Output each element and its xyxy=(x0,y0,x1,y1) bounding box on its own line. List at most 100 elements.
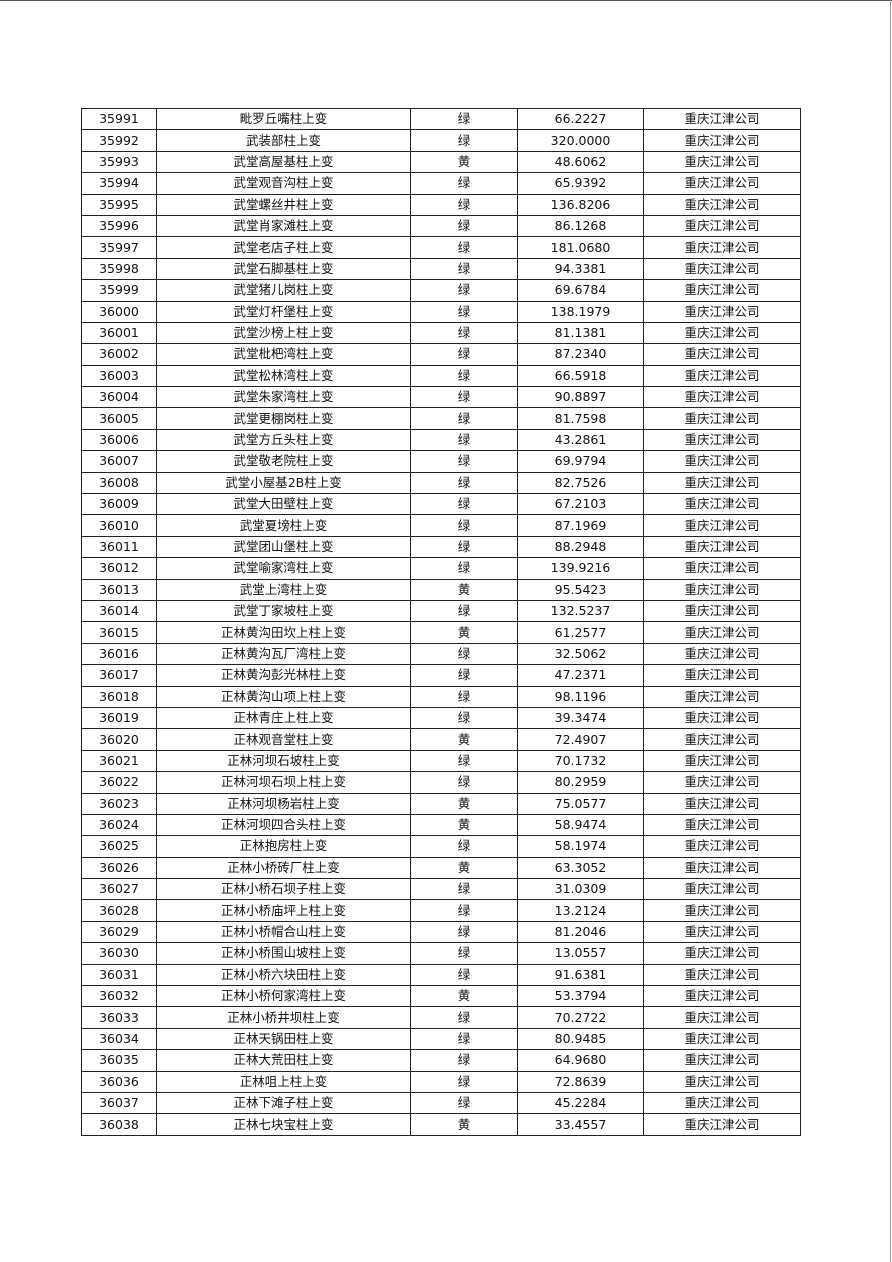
company-cell: 重庆江津公司 xyxy=(643,963,801,987)
row-id-cell: 36029 xyxy=(81,920,157,944)
company-cell: 重庆江津公司 xyxy=(643,172,801,195)
table-row: 36001 武堂沙榜上柱上变绿 81.1381 重庆江津公司 xyxy=(81,321,801,345)
status-color-cell: 绿 xyxy=(410,1091,518,1115)
table-row: 36007 武堂敬老院柱上变绿 69.9794 重庆江津公司 xyxy=(81,450,801,473)
value-cell: 181.0680 xyxy=(517,236,644,259)
value-cell: 69.6784 xyxy=(517,279,644,302)
company-cell: 重庆江津公司 xyxy=(643,1070,801,1093)
company-cell: 重庆江津公司 xyxy=(643,878,801,901)
status-color-cell: 黄 xyxy=(410,621,518,644)
company-cell: 重庆江津公司 xyxy=(643,813,801,837)
value-cell: 47.2371 xyxy=(517,664,644,687)
row-id-cell: 35991 xyxy=(81,107,157,131)
row-id-cell: 36007 xyxy=(81,450,157,473)
status-color-cell: 绿 xyxy=(410,920,518,944)
transformer-name-cell: 正林小桥砖厂柱上变 xyxy=(156,856,411,880)
status-color-cell: 绿 xyxy=(410,557,518,580)
status-color-cell: 黄 xyxy=(410,985,518,1008)
transformer-name-cell: 正林小桥六块田柱上变 xyxy=(156,963,411,987)
transformer-name-cell: 武堂石脚基柱上变 xyxy=(156,257,411,281)
table-row: 36018 正林黄沟山项上柱上变绿 98.1196 重庆江津公司 xyxy=(81,685,801,708)
transformer-name-cell: 武堂高屋基柱上变 xyxy=(156,150,411,174)
row-id-cell: 36031 xyxy=(81,963,157,987)
table-row: 35991 毗罗丘嘴柱上变绿 66.2227 重庆江津公司 xyxy=(81,107,801,131)
transformer-name-cell: 毗罗丘嘴柱上变 xyxy=(156,107,411,131)
company-cell: 重庆江津公司 xyxy=(643,792,801,815)
table-row: 36002 武堂枇杷湾柱上变绿 87.2340 重庆江津公司 xyxy=(81,343,801,366)
table-row: 36025 正林抱房柱上变绿 58.1974 重庆江津公司 xyxy=(81,835,801,858)
value-cell: 136.8206 xyxy=(517,193,644,216)
value-cell: 58.9474 xyxy=(517,813,644,837)
transformer-name-cell: 正林黄沟山项上柱上变 xyxy=(156,685,411,708)
transformer-name-cell: 正林河坝四合头柱上变 xyxy=(156,813,411,837)
row-id-cell: 35997 xyxy=(81,236,157,259)
table-row: 36015 正林黄沟田坎上柱上变黄 61.2577 重庆江津公司 xyxy=(81,621,801,644)
transformer-name-cell: 武堂敬老院柱上变 xyxy=(156,450,411,473)
company-cell: 重庆江津公司 xyxy=(643,1049,801,1072)
table-row: 35994 武堂观音沟柱上变绿 65.9392 重庆江津公司 xyxy=(81,172,801,195)
transformer-name-cell: 正林黄沟田坎上柱上变 xyxy=(156,621,411,644)
transformer-name-cell: 武堂方丘头柱上变 xyxy=(156,428,411,452)
row-id-cell: 36006 xyxy=(81,428,157,452)
company-cell: 重庆江津公司 xyxy=(643,279,801,302)
company-cell: 重庆江津公司 xyxy=(643,642,801,666)
table-row: 36029 正林小桥帽合山柱上变绿 81.2046 重庆江津公司 xyxy=(81,920,801,944)
value-cell: 320.0000 xyxy=(517,129,644,152)
transformer-name-cell: 正林河坝石坝上柱上变 xyxy=(156,771,411,794)
row-id-cell: 36036 xyxy=(81,1070,157,1093)
company-cell: 重庆江津公司 xyxy=(643,835,801,858)
value-cell: 80.9485 xyxy=(517,1027,644,1051)
value-cell: 86.1268 xyxy=(517,214,644,238)
transformer-name-cell: 正林小桥井坝柱上变 xyxy=(156,1006,411,1029)
company-cell: 重庆江津公司 xyxy=(643,664,801,687)
transformer-name-cell: 正林河坝石坡柱上变 xyxy=(156,749,411,773)
status-color-cell: 绿 xyxy=(410,835,518,858)
table-row: 36017 正林黄沟彭光林柱上变绿 47.2371 重庆江津公司 xyxy=(81,664,801,687)
company-cell: 重庆江津公司 xyxy=(643,107,801,131)
table-row: 36031 正林小桥六块田柱上变绿 91.6381 重庆江津公司 xyxy=(81,963,801,987)
value-cell: 45.2284 xyxy=(517,1091,644,1115)
value-cell: 66.5918 xyxy=(517,364,644,388)
row-id-cell: 36018 xyxy=(81,685,157,708)
table-row: 36026 正林小桥砖厂柱上变黄 63.3052 重庆江津公司 xyxy=(81,856,801,880)
transformer-name-cell: 正林青庄上柱上变 xyxy=(156,706,411,730)
table-row: 36033 正林小桥井坝柱上变绿 70.2722 重庆江津公司 xyxy=(81,1006,801,1029)
value-cell: 31.0309 xyxy=(517,878,644,901)
status-color-cell: 绿 xyxy=(410,1070,518,1093)
transformer-name-cell: 武堂猪儿岗柱上变 xyxy=(156,279,411,302)
row-id-cell: 36014 xyxy=(81,599,157,623)
row-id-cell: 36028 xyxy=(81,899,157,922)
transformer-name-cell: 武堂上湾柱上变 xyxy=(156,578,411,601)
status-color-cell: 绿 xyxy=(410,257,518,281)
status-color-cell: 黄 xyxy=(410,1113,518,1136)
company-cell: 重庆江津公司 xyxy=(643,1006,801,1029)
company-cell: 重庆江津公司 xyxy=(643,129,801,152)
transformer-name-cell: 武堂枇杷湾柱上变 xyxy=(156,343,411,366)
row-id-cell: 36003 xyxy=(81,364,157,388)
status-color-cell: 绿 xyxy=(410,386,518,409)
company-cell: 重庆江津公司 xyxy=(643,599,801,623)
row-id-cell: 36015 xyxy=(81,621,157,644)
company-cell: 重庆江津公司 xyxy=(643,685,801,708)
row-id-cell: 36004 xyxy=(81,386,157,409)
value-cell: 48.6062 xyxy=(517,150,644,174)
row-id-cell: 35993 xyxy=(81,150,157,174)
row-id-cell: 36009 xyxy=(81,493,157,516)
table-row: 36004 武堂朱家湾柱上变绿 90.8897 重庆江津公司 xyxy=(81,386,801,409)
status-color-cell: 绿 xyxy=(410,963,518,987)
status-color-cell: 绿 xyxy=(410,129,518,152)
company-cell: 重庆江津公司 xyxy=(643,386,801,409)
transformer-name-cell: 正林河坝杨岩柱上变 xyxy=(156,792,411,815)
value-cell: 81.1381 xyxy=(517,321,644,345)
company-cell: 重庆江津公司 xyxy=(643,942,801,965)
row-id-cell: 35996 xyxy=(81,214,157,238)
company-cell: 重庆江津公司 xyxy=(643,214,801,238)
company-cell: 重庆江津公司 xyxy=(643,300,801,323)
transformer-name-cell: 武堂朱家湾柱上变 xyxy=(156,386,411,409)
status-color-cell: 绿 xyxy=(410,1006,518,1029)
table-row: 36010 武堂夏塝柱上变绿 87.1969 重庆江津公司 xyxy=(81,514,801,537)
value-cell: 70.2722 xyxy=(517,1006,644,1029)
company-cell: 重庆江津公司 xyxy=(643,471,801,495)
company-cell: 重庆江津公司 xyxy=(643,493,801,516)
value-cell: 98.1196 xyxy=(517,685,644,708)
